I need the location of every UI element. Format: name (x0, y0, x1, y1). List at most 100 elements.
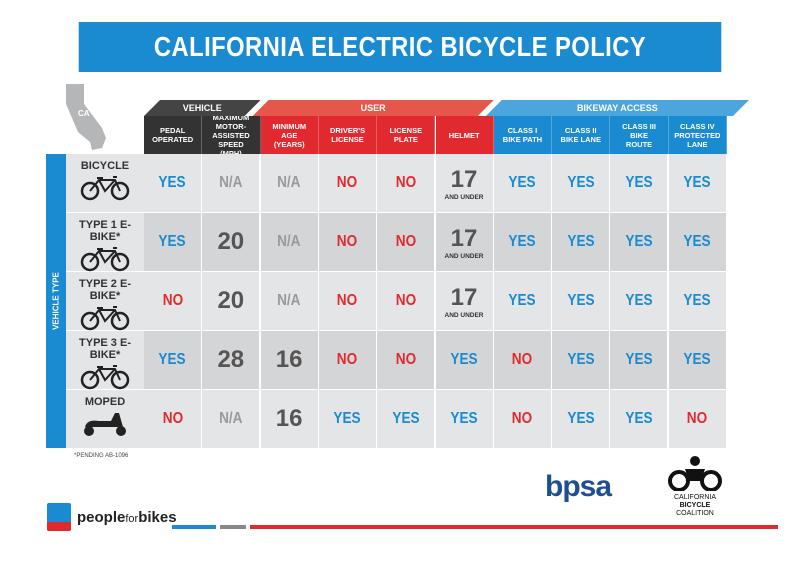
table-cell: YES (610, 213, 669, 272)
table-cell: YES (668, 213, 727, 272)
table-cell: NO (377, 213, 436, 272)
vehicle-name: MOPED (84, 396, 126, 408)
cell-value: YES (392, 410, 420, 427)
table-cell: YES (144, 213, 202, 272)
table-cell: 16 (260, 390, 319, 449)
cell-value: YES (566, 410, 595, 427)
table-cell: YES (144, 154, 202, 213)
table-cell: NO (318, 154, 377, 213)
table-cell: NO (318, 213, 377, 272)
cell-value: N/A (219, 174, 243, 191)
cell-value: YES (625, 174, 653, 191)
table-cell: YES (552, 390, 611, 449)
ebike-icon (66, 302, 144, 336)
table-cell: YES (668, 331, 727, 390)
cell-value: N/A (277, 292, 301, 309)
cell-subtext: AND UNDER (444, 311, 484, 319)
column-header: MAXIMUM MOTOR-ASSISTED SPEED (MPH) (202, 113, 261, 158)
column-header: DRIVER'S LICENSE (318, 116, 378, 154)
page-title: CALIFORNIA ELECTRIC BICYCLE POLICY (78, 22, 722, 72)
peopleforbikes-logo: peopleforbikes (47, 503, 177, 531)
california-bicycle-coalition-logo: CALIFORNIA BICYCLE COALITION (660, 455, 730, 518)
cell-value: NO (395, 233, 416, 250)
column-header: PEDAL OPERATED (144, 116, 203, 154)
cell-subtext: AND UNDER (444, 252, 484, 260)
table-cell: YES (552, 213, 611, 272)
vehicle-name: TYPE 1 E-BIKE* (79, 219, 131, 243)
cell-value: NO (337, 233, 358, 250)
table-cell: YES (493, 154, 552, 213)
row-label: BICYCLE (66, 154, 144, 213)
table-cell: YES (435, 331, 494, 390)
cell-value: YES (508, 174, 536, 191)
column-header: LICENSE PLATE (377, 116, 436, 154)
cell-value: 20 (217, 228, 245, 255)
table-cell: N/A (202, 390, 261, 449)
divider (220, 525, 246, 529)
moped-icon (66, 408, 144, 442)
column-header: HELMET (435, 116, 494, 154)
cell-value: 17 (450, 283, 478, 311)
group-header-0: VEHICLE (144, 100, 261, 116)
table-cell: NO (668, 390, 727, 449)
cell-value: YES (683, 292, 711, 309)
table-cell: 17 AND UNDER (435, 154, 494, 213)
table-cell: N/A (260, 272, 319, 331)
cell-value: YES (158, 233, 187, 250)
cell-value: N/A (219, 410, 243, 427)
column-header: CLASS II BIKE LANE (552, 116, 611, 154)
table-cell: NO (377, 272, 436, 331)
cell-value: NO (337, 174, 358, 191)
cell-value: YES (625, 351, 653, 368)
cell-value: NO (686, 410, 708, 427)
row-label: TYPE 3 E-BIKE* (66, 331, 144, 390)
cell-value: YES (625, 410, 653, 427)
cell-value: NO (395, 174, 416, 191)
cell-value: YES (158, 174, 187, 191)
cell-value: YES (625, 292, 653, 309)
cell-value: YES (566, 292, 595, 309)
table-cell: NO (318, 272, 377, 331)
table-cell: NO (377, 331, 436, 390)
table-cell: YES (493, 213, 552, 272)
table-cell: 20 (202, 213, 261, 272)
table-cell: YES (144, 331, 202, 390)
cell-value: NO (162, 292, 183, 309)
bicycle-icon (66, 172, 144, 206)
vehicle-name: TYPE 3 E-BIKE* (79, 337, 131, 361)
row-label: TYPE 1 E-BIKE* (66, 213, 144, 272)
cell-value: YES (566, 174, 595, 191)
cell-value: YES (333, 410, 361, 427)
table-cell: 20 (202, 272, 261, 331)
table-cell: YES (435, 390, 494, 449)
column-header: CLASS IV PROTECTED LANE (668, 116, 727, 154)
cell-value: YES (566, 233, 595, 250)
table-cell: NO (144, 390, 202, 449)
cell-value: NO (395, 292, 416, 309)
cell-value: 20 (217, 287, 245, 314)
cell-value: YES (683, 351, 711, 368)
cell-value: YES (450, 410, 478, 427)
table-cell: YES (610, 272, 669, 331)
row-label: MOPED (66, 390, 144, 449)
divider (172, 525, 216, 529)
group-header-2: BIKEWAY ACCESS (486, 100, 749, 116)
table-cell: N/A (202, 154, 261, 213)
california-map-icon: CA (66, 84, 106, 150)
cell-value: YES (508, 233, 536, 250)
vehicle-name: BICYCLE (80, 160, 130, 172)
cell-value: YES (450, 351, 478, 368)
table-cell: NO (144, 272, 202, 331)
column-header: CLASS III BIKE ROUTE (610, 116, 669, 154)
ebike-icon (66, 243, 144, 277)
cell-value: YES (508, 292, 536, 309)
cell-value: NO (337, 292, 358, 309)
state-label: CA (78, 109, 90, 118)
table-cell: YES (493, 272, 552, 331)
footnote: *PENDING AB-1096 (74, 453, 129, 459)
cell-value: 17 (450, 224, 478, 252)
cell-subtext: AND UNDER (444, 193, 484, 201)
divider (250, 525, 778, 529)
cell-value: 28 (217, 346, 245, 373)
table-cell: YES (552, 272, 611, 331)
